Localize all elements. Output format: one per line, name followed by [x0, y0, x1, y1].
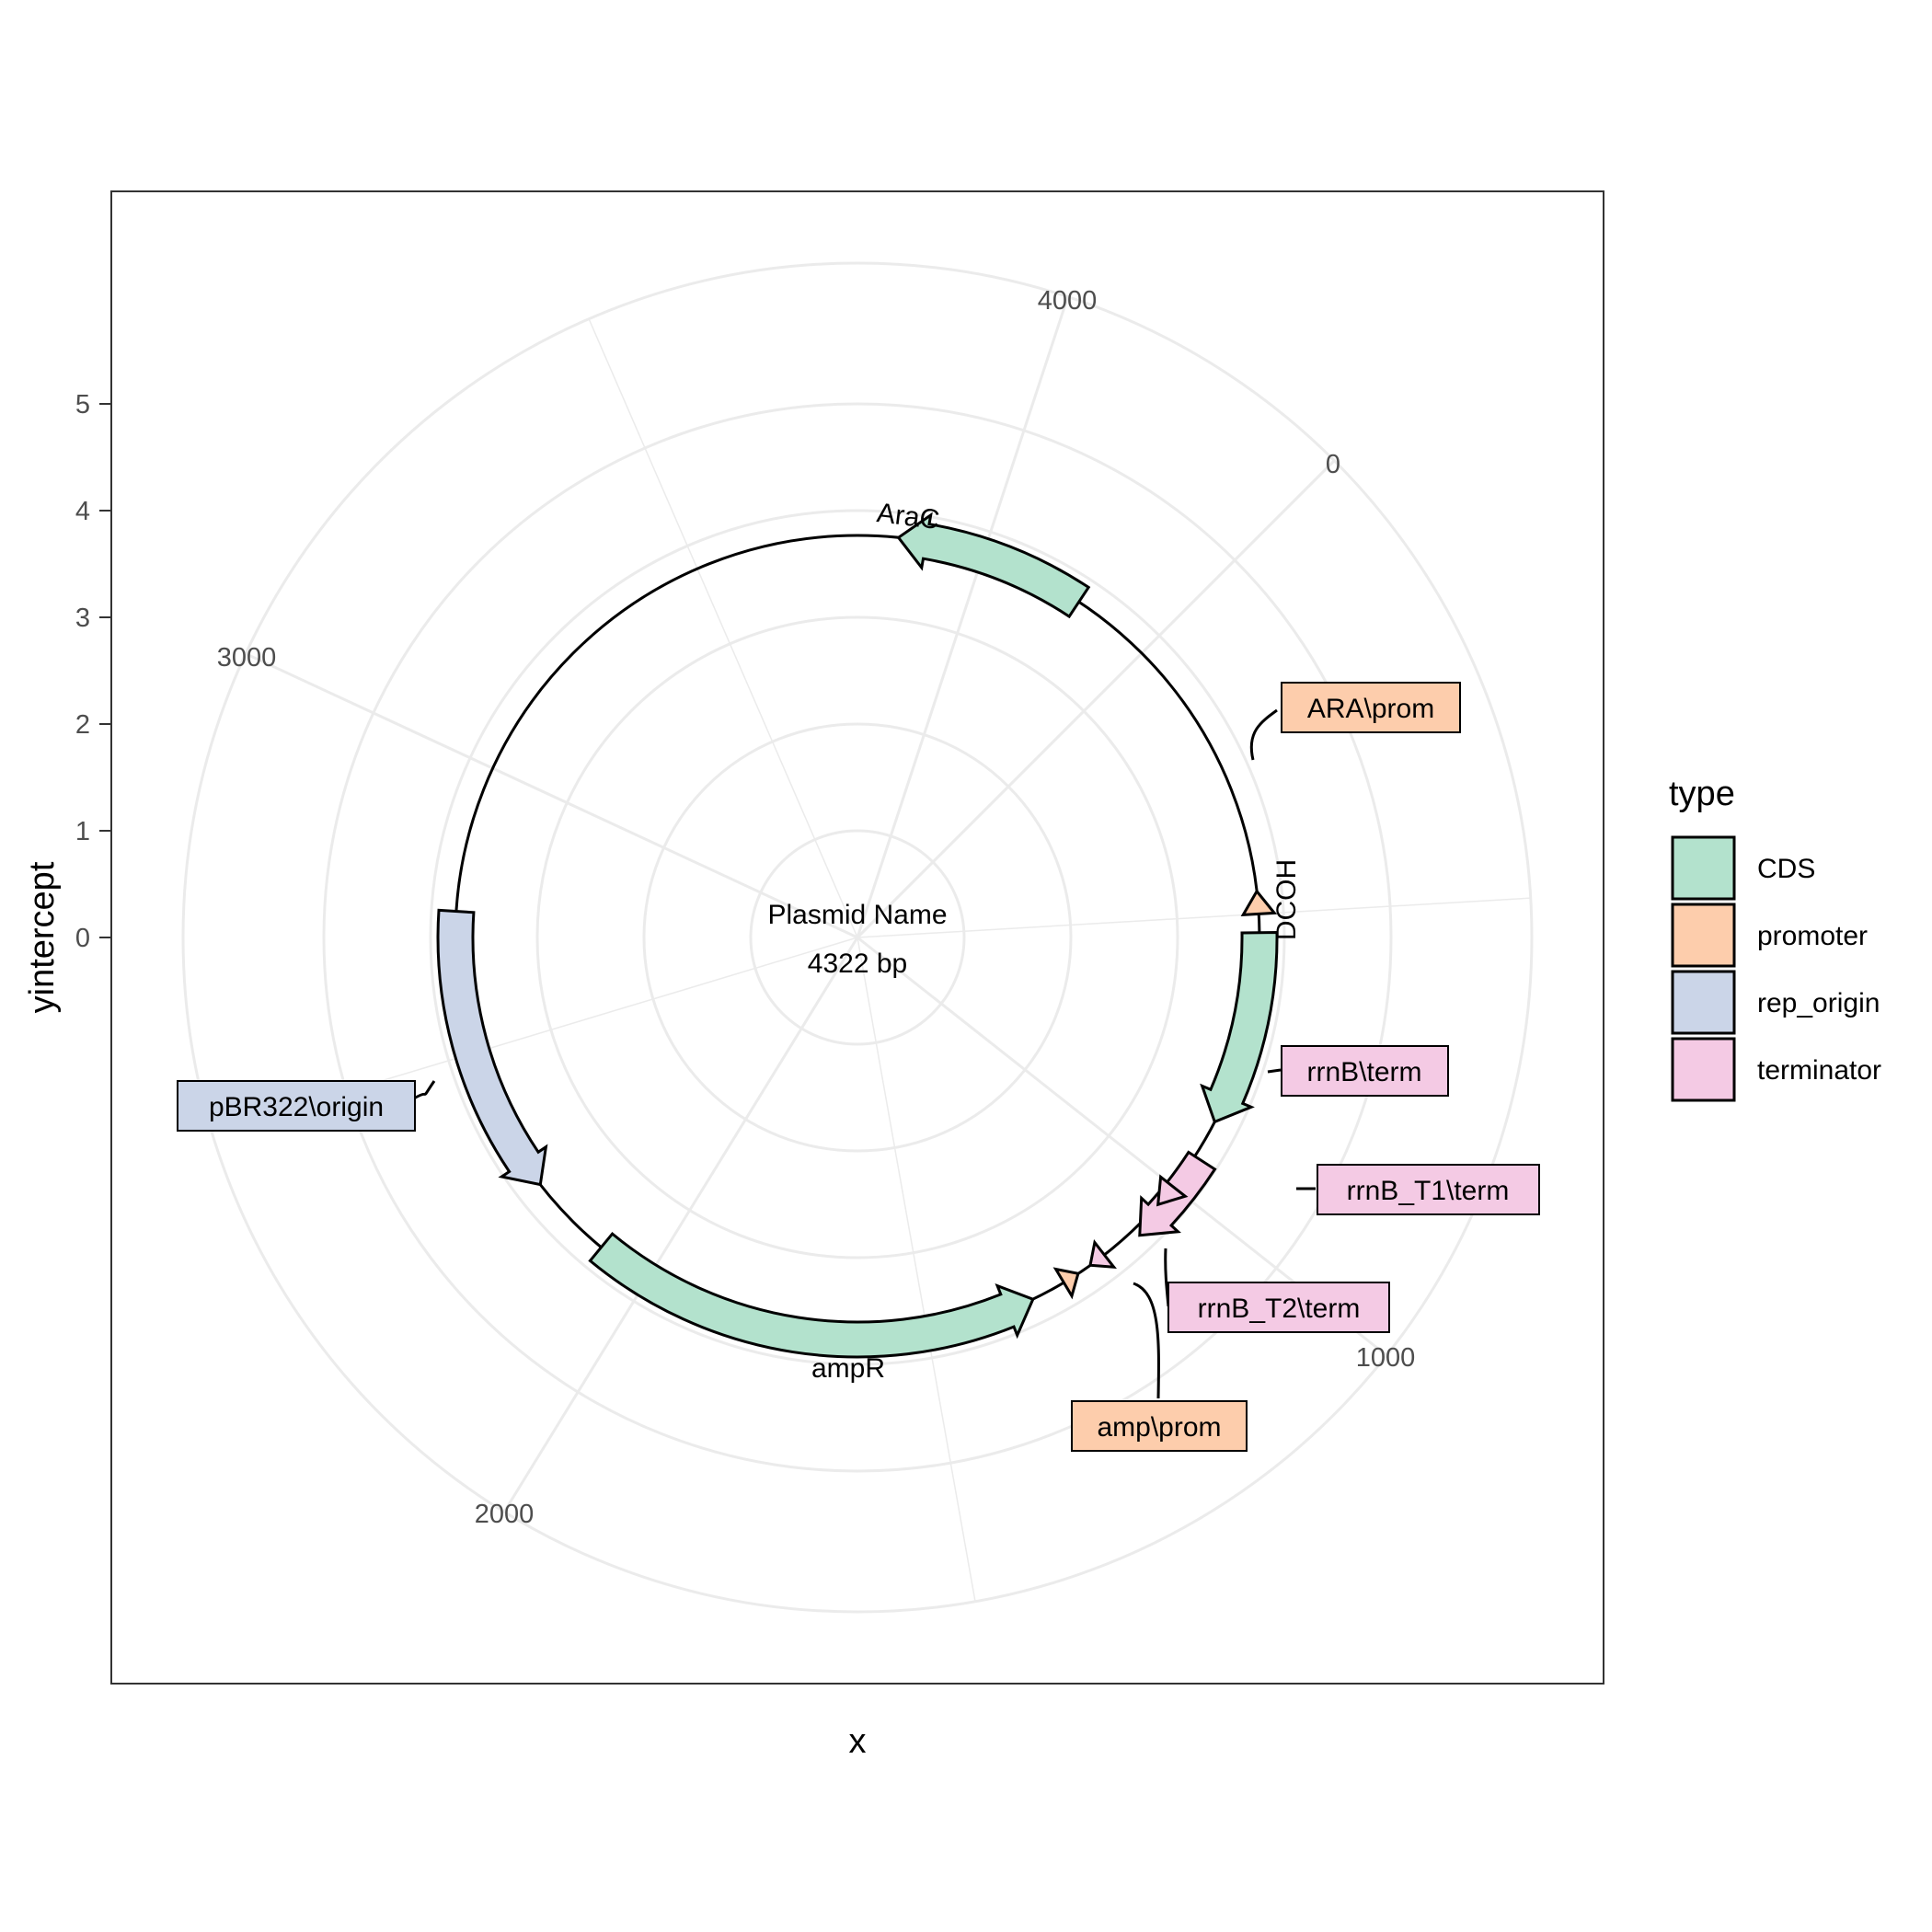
grid-spoke — [857, 897, 1531, 938]
label-box-ara-prom: ARA\prom — [1281, 682, 1461, 733]
y-tick-label-5: 5 — [75, 390, 90, 420]
grid-circle — [429, 509, 1286, 1366]
label-box-rrnb-t1-term: rrnB_T1\term — [1317, 1164, 1540, 1215]
legend-label-promoter: promoter — [1757, 921, 1868, 951]
label-box-amp-prom: amp\prom — [1071, 1400, 1248, 1452]
plasmid-length: 4322 bp — [808, 949, 907, 979]
label-box-pbr322-origin: pBR322\origin — [177, 1080, 416, 1132]
grid-spoke — [856, 296, 1070, 938]
y-tick-label-4: 4 — [75, 497, 90, 526]
legend-key-rep-origin — [1671, 970, 1736, 1035]
label-box-text-rrnb-t1-term: rrnB_T1\term — [1347, 1176, 1510, 1206]
grid-spoke — [502, 937, 859, 1513]
feature-label-dcoh: DCOH — [1271, 859, 1302, 940]
legend-label-terminator: terminator — [1757, 1055, 1881, 1086]
feature-arrow-arac — [896, 512, 1091, 619]
feature-arrow-ampr — [588, 1231, 1035, 1359]
legend-key-terminator — [1671, 1037, 1736, 1102]
grid-spoke — [857, 937, 976, 1602]
grid-circle — [181, 261, 1534, 1614]
leader-line-amp-prom — [1133, 1282, 1160, 1399]
legend-item-rep-origin: rep_origin — [1671, 970, 1880, 1035]
legend-item-cds: CDS — [1671, 835, 1815, 901]
angle-tick-label-3000: 3000 — [217, 643, 277, 673]
y-tick-label-0: 0 — [75, 924, 90, 953]
grid-spoke — [245, 652, 858, 939]
grid-circle — [749, 829, 966, 1046]
legend-label-rep-origin: rep_origin — [1757, 988, 1880, 1018]
grid-circle — [322, 402, 1393, 1473]
angle-tick-label-4000: 4000 — [1038, 286, 1098, 316]
x-axis-title: x — [849, 1722, 867, 1761]
legend-title: type — [1669, 775, 1735, 813]
y-tick-label-2: 2 — [75, 710, 90, 740]
angle-tick-label-2000: 2000 — [475, 1500, 535, 1529]
legend-label-cds: CDS — [1757, 854, 1815, 884]
feature-arrow-pbr322-origin — [436, 908, 548, 1187]
label-box-text-rrnb-t2-term: rrnB_T2\term — [1198, 1294, 1361, 1324]
feature-arrow-rrnb-t1-term — [1156, 1174, 1189, 1207]
legend-item-promoter: promoter — [1671, 903, 1868, 968]
grid-circle — [642, 722, 1073, 1153]
y-axis-title: yintercept — [23, 861, 62, 1013]
leader-line-pbr322-origin — [413, 1080, 436, 1100]
legend-key-cds — [1671, 835, 1736, 901]
y-tick-label-1: 1 — [75, 817, 90, 846]
angular-tick-labels: 0 1000 2000 3000 4000 — [217, 286, 1416, 1529]
label-box-text-rrnb-term: rrnB\term — [1306, 1057, 1421, 1087]
plasmid-name: Plasmid Name — [767, 900, 947, 930]
feature-arrow-amp-prom — [1052, 1267, 1080, 1300]
grid-circle — [535, 615, 1179, 1259]
angle-tick-label-0: 0 — [1326, 450, 1340, 479]
legend-item-terminator: terminator — [1671, 1037, 1881, 1102]
label-box-text-ara-prom: ARA\prom — [1307, 694, 1434, 724]
grid-spoke — [588, 318, 858, 938]
leader-line-rrnb-term — [1267, 1068, 1282, 1074]
feature-arrow-rrnb-t2-term — [1088, 1238, 1117, 1270]
label-box-text-amp-prom: amp\prom — [1097, 1412, 1221, 1443]
legend: type CDS promoter rep_origin terminator — [1669, 775, 1881, 1102]
label-box-text-pbr322-origin: pBR322\origin — [209, 1092, 384, 1122]
polar-grid — [181, 261, 1534, 1614]
y-tick-label-3: 3 — [75, 604, 90, 633]
legend-key-promoter — [1671, 903, 1736, 968]
grid-spoke — [856, 459, 1336, 939]
feature-arrow-dcoh — [1200, 930, 1279, 1124]
feature-layer — [436, 512, 1279, 1359]
y-axis: 0 1 2 3 4 5 — [75, 390, 111, 953]
label-box-rrnb-term: rrnB\term — [1281, 1045, 1449, 1097]
feature-arrow-ara-prom — [1240, 889, 1278, 917]
angle-tick-label-1000: 1000 — [1356, 1343, 1416, 1373]
label-box-rrnb-t2-term: rrnB_T2\term — [1167, 1282, 1390, 1333]
leader-line-ara-prom — [1249, 708, 1278, 761]
feature-label-ampr: ampR — [811, 1353, 885, 1384]
